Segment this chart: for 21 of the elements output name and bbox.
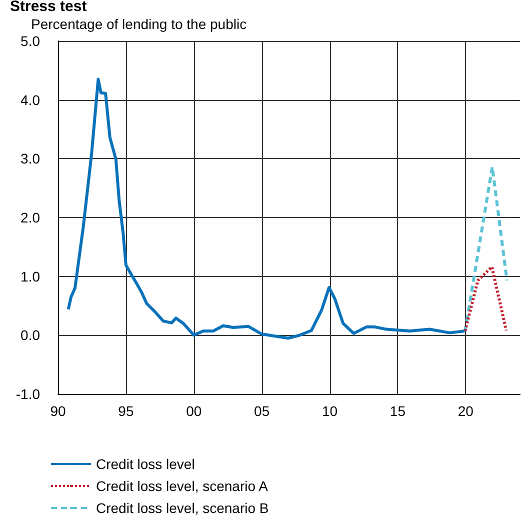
legend-label: Credit loss level, scenario B bbox=[96, 500, 269, 516]
chart-subtitle: Percentage of lending to the public bbox=[31, 16, 247, 32]
x-tick-label: 20 bbox=[458, 403, 474, 419]
y-tick-label: -1.0 bbox=[16, 386, 40, 402]
y-tick-label: 4.0 bbox=[20, 92, 40, 108]
x-tick-label: 00 bbox=[186, 403, 202, 419]
legend-label: Credit loss level, scenario A bbox=[96, 478, 269, 494]
y-tick-label: 2.0 bbox=[20, 210, 40, 226]
y-tick-label: 0.0 bbox=[20, 327, 40, 344]
x-tick-label: 05 bbox=[254, 403, 270, 419]
x-tick-label: 95 bbox=[118, 403, 134, 419]
x-tick-label: 15 bbox=[390, 403, 406, 419]
x-tick-label: 10 bbox=[322, 403, 338, 419]
legend-label: Credit loss level bbox=[96, 456, 195, 472]
y-tick-label: 1.0 bbox=[20, 268, 40, 284]
line-series bbox=[66, 78, 466, 340]
y-tick-label: 3.0 bbox=[20, 150, 40, 167]
chart-title: Stress test bbox=[10, 0, 87, 15]
y-tick-label: 5.0 bbox=[20, 33, 40, 49]
line-series bbox=[464, 265, 508, 333]
x-tick-label: 90 bbox=[50, 403, 66, 419]
